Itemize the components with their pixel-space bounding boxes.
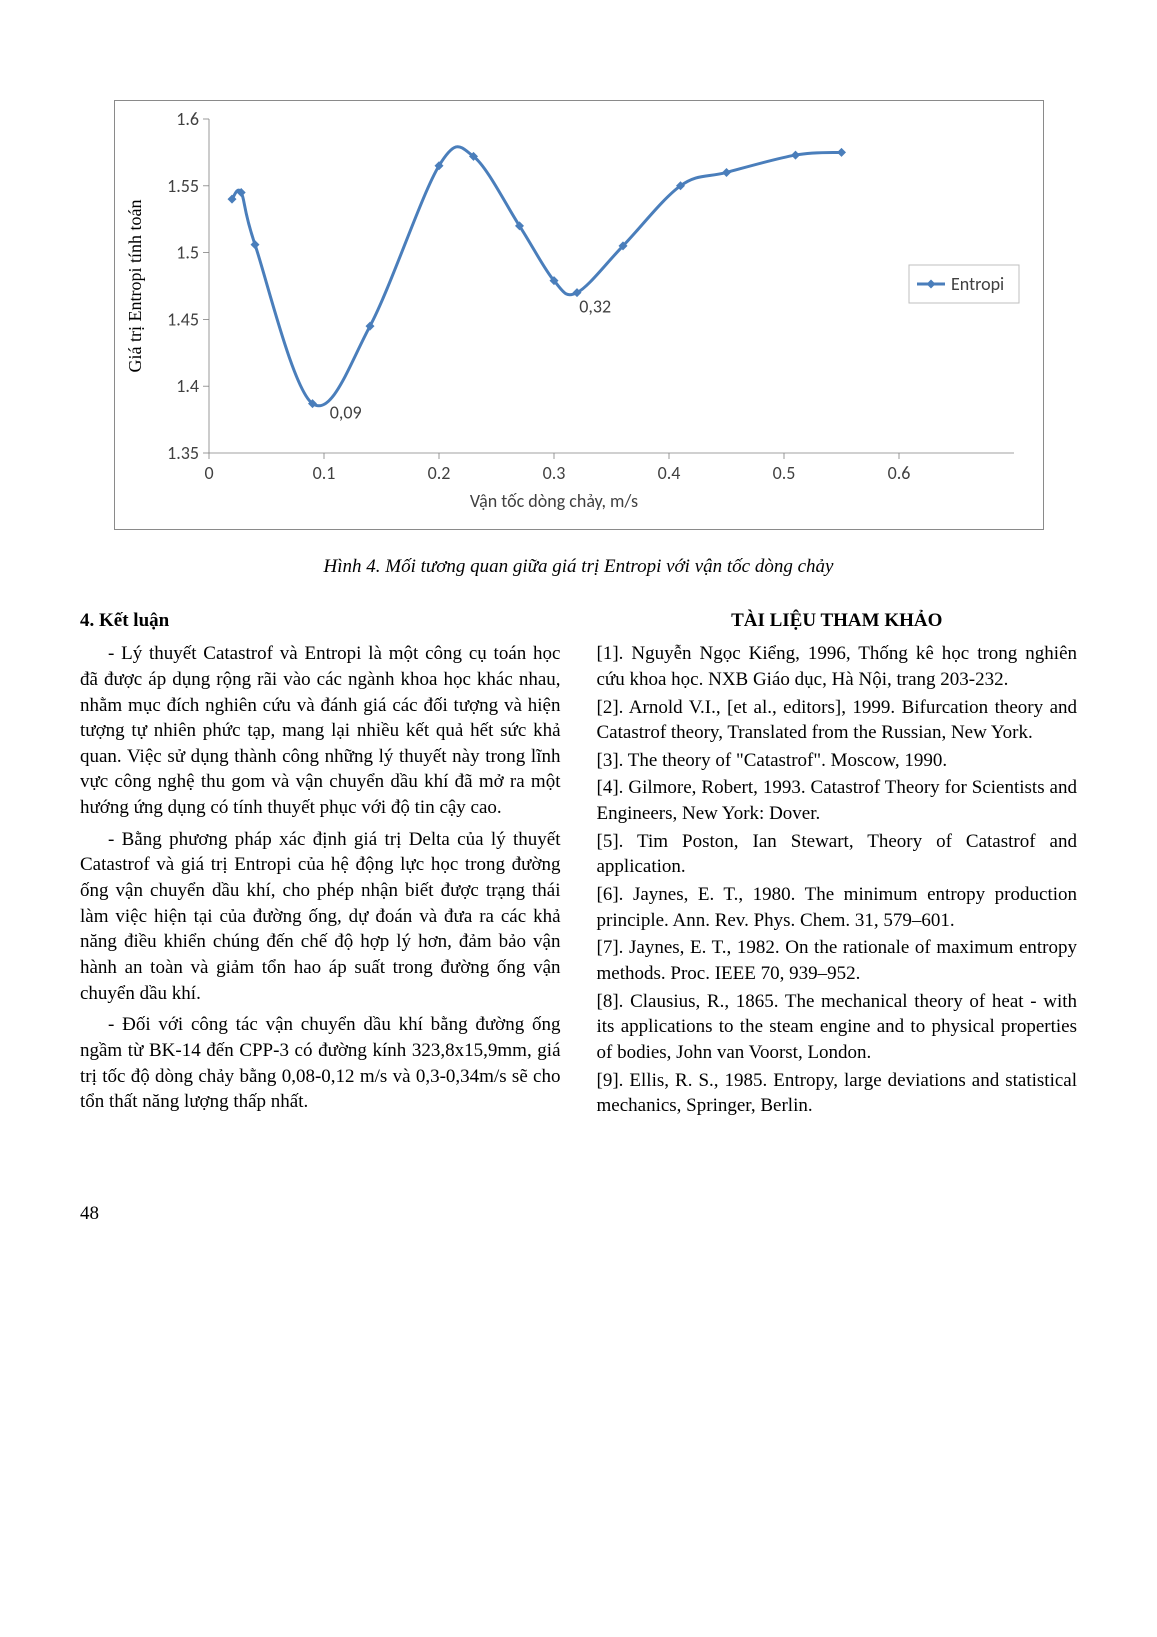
section-heading-conclusion: 4. Kết luận [80, 608, 561, 634]
svg-text:0.6: 0.6 [887, 462, 910, 484]
reference-item: [8]. Clausius, R., 1865. The mechanical … [597, 989, 1078, 1066]
figure-caption: Hình 4. Mối tương quan giữa giá trị Entr… [80, 554, 1077, 580]
reference-item: [4]. Gilmore, Robert, 1993. Catastrof Th… [597, 775, 1078, 826]
conclusion-p1: - Lý thuyết Catastrof và Entropi là một … [80, 641, 561, 820]
page-number: 48 [80, 1201, 1077, 1227]
reference-item: [1]. Nguyễn Ngọc Kiểng, 1996, Thống kê h… [597, 641, 1078, 692]
svg-text:1.6: 1.6 [176, 108, 199, 130]
svg-text:Giá trị Entropi tính toán: Giá trị Entropi tính toán [125, 200, 145, 373]
svg-text:Vận tốc dòng chảy, m/s: Vận tốc dòng chảy, m/s [469, 490, 637, 512]
svg-text:1.4: 1.4 [176, 375, 199, 397]
svg-text:1.35: 1.35 [167, 442, 199, 464]
svg-text:0: 0 [204, 462, 213, 484]
references-heading: TÀI LIỆU THAM KHẢO [597, 608, 1078, 634]
svg-text:0,09: 0,09 [329, 401, 361, 423]
conclusion-p2: - Bằng phương pháp xác định giá trị Delt… [80, 827, 561, 1006]
svg-text:0,32: 0,32 [579, 296, 611, 318]
svg-text:0.3: 0.3 [542, 462, 565, 484]
svg-text:0.2: 0.2 [427, 462, 450, 484]
reference-item: [5]. Tim Poston, Ian Stewart, Theory of … [597, 829, 1078, 880]
svg-text:1.45: 1.45 [167, 308, 199, 330]
right-column: TÀI LIỆU THAM KHẢO [1]. Nguyễn Ngọc Kiển… [597, 608, 1078, 1121]
svg-text:0.5: 0.5 [772, 462, 795, 484]
svg-text:1.55: 1.55 [167, 175, 199, 197]
reference-item: [3]. The theory of "Catastrof". Moscow, … [597, 748, 1078, 774]
svg-text:0.4: 0.4 [657, 462, 680, 484]
two-column-body: 4. Kết luận - Lý thuyết Catastrof và Ent… [80, 608, 1077, 1121]
reference-item: [6]. Jaynes, E. T., 1980. The minimum en… [597, 882, 1078, 933]
chart-svg: 1.35 1.4 1.45 1.5 1.55 1.6 0 0.1 0.2 0.3 0.4 0.5 0.6… [119, 105, 1039, 525]
entropy-chart: 1.35 1.4 1.45 1.5 1.55 1.6 0 0.1 0.2 0.3 0.4 0.5 0.6… [114, 100, 1044, 530]
reference-item: [7]. Jaynes, E. T., 1982. On the rationa… [597, 935, 1078, 986]
reference-item: [9]. Ellis, R. S., 1985. Entropy, large … [597, 1068, 1078, 1119]
conclusion-p3: - Đối với công tác vận chuyển dầu khí bằ… [80, 1012, 561, 1115]
svg-text:0.1: 0.1 [312, 462, 335, 484]
reference-item: [2]. Arnold V.I., [et al., editors], 199… [597, 695, 1078, 746]
left-column: 4. Kết luận - Lý thuyết Catastrof và Ent… [80, 608, 561, 1121]
svg-text:1.5: 1.5 [176, 242, 199, 264]
svg-text:Entropi: Entropi [951, 273, 1004, 295]
